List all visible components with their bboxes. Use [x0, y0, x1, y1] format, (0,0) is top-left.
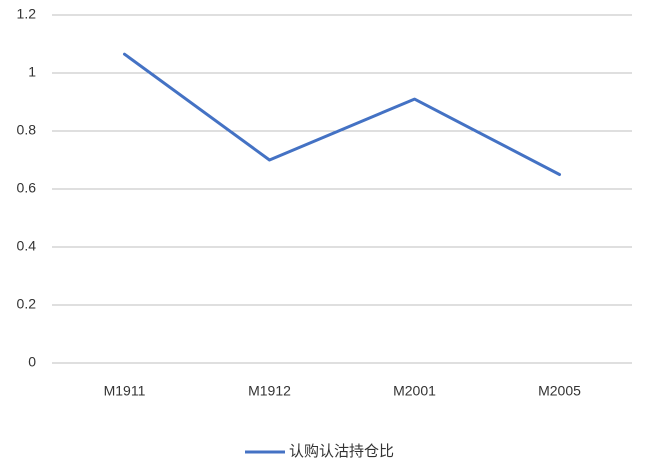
x-tick-label: M2005 — [538, 383, 581, 399]
x-tick-label: M2001 — [393, 383, 436, 399]
y-tick-label: 0.4 — [17, 238, 37, 254]
y-tick-label: 0 — [28, 354, 36, 370]
y-tick-label: 0.6 — [17, 180, 37, 196]
x-tick-label: M1911 — [104, 383, 146, 399]
y-tick-label: 0.8 — [17, 122, 37, 138]
y-tick-label: 1.2 — [17, 6, 37, 22]
series-line — [123, 52, 561, 176]
legend-label: 认购认沽持仓比 — [289, 443, 394, 460]
y-tick-label: 0.2 — [17, 296, 37, 312]
x-tick-label: M1912 — [248, 383, 291, 399]
y-tick-label: 1 — [28, 64, 36, 80]
